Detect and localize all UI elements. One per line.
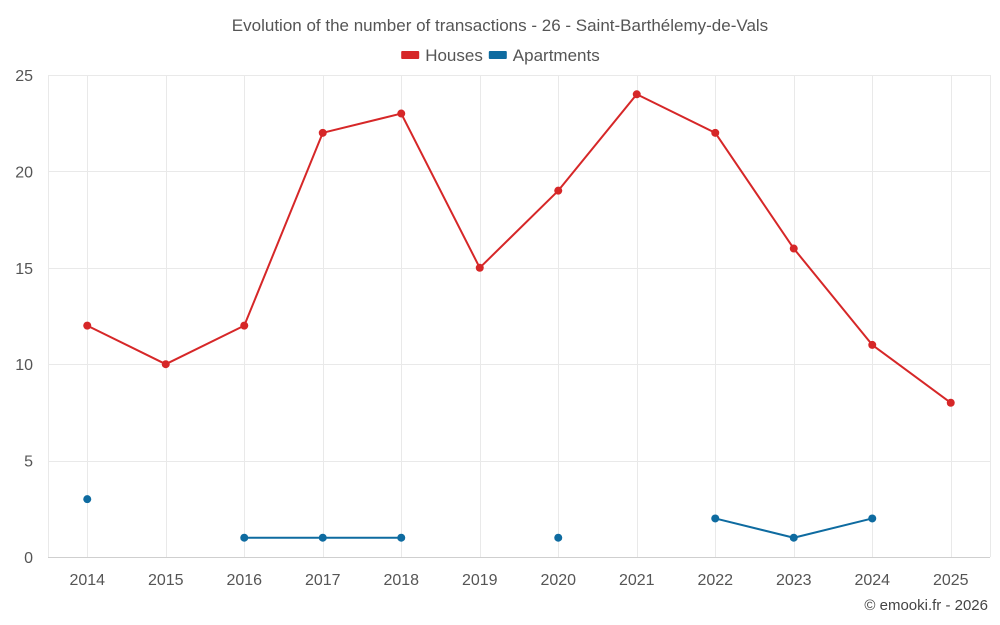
- data-point-houses[interactable]: [946, 398, 955, 407]
- data-point-houses[interactable]: [240, 321, 249, 330]
- y-tick-label: 5: [24, 454, 33, 471]
- x-tick-label: 2018: [383, 572, 419, 589]
- data-point-houses[interactable]: [868, 340, 877, 349]
- x-tick-label: 2017: [305, 572, 341, 589]
- x-tick-label: 2014: [69, 572, 105, 589]
- data-point-apartments[interactable]: [554, 533, 563, 542]
- data-point-apartments[interactable]: [240, 533, 249, 542]
- data-point-houses[interactable]: [632, 90, 641, 99]
- x-tick-label: 2020: [540, 572, 576, 589]
- series-apartments: [83, 495, 877, 542]
- data-point-apartments[interactable]: [711, 514, 720, 523]
- data-point-apartments[interactable]: [318, 533, 327, 542]
- x-tick-label: 2016: [226, 572, 262, 589]
- x-axis-ticks: 2014 2015 2016 2017 2018 2019 2020 2021 2022 2023…: [69, 572, 968, 589]
- data-point-houses[interactable]: [554, 186, 563, 195]
- data-point-houses[interactable]: [83, 321, 92, 330]
- x-tick-label: 2024: [854, 572, 890, 589]
- y-tick-label: 25: [15, 68, 33, 85]
- x-tick-label: 2015: [148, 572, 184, 589]
- grid-lines: [48, 75, 991, 557]
- data-point-houses[interactable]: [318, 128, 327, 137]
- legend-swatch-houses: [401, 51, 420, 59]
- x-tick-label: 2019: [462, 572, 498, 589]
- y-axis-ticks: 0 5 10 15 20 25: [15, 68, 33, 567]
- legend-swatch-apartments: [488, 51, 507, 59]
- data-point-apartments[interactable]: [397, 533, 406, 542]
- series-layer: [83, 90, 955, 542]
- y-tick-label: 20: [15, 164, 33, 181]
- data-point-houses[interactable]: [161, 360, 170, 369]
- chart-title: Evolution of the number of transactions …: [232, 16, 768, 35]
- credit-text: © emooki.fr - 2026: [864, 597, 988, 614]
- y-tick-label: 15: [15, 261, 33, 278]
- data-point-houses[interactable]: [475, 263, 484, 272]
- chart-legend: Houses Apartments: [401, 46, 600, 65]
- series-line-houses: [86, 93, 952, 404]
- data-point-houses[interactable]: [397, 109, 406, 118]
- data-point-apartments[interactable]: [789, 533, 798, 542]
- data-point-houses[interactable]: [711, 128, 720, 137]
- legend-label-houses: Houses: [425, 46, 483, 65]
- x-tick-label: 2025: [933, 572, 969, 589]
- x-tick-label: 2022: [697, 572, 733, 589]
- y-tick-label: 0: [24, 550, 33, 567]
- data-point-apartments[interactable]: [83, 495, 92, 504]
- data-point-apartments[interactable]: [868, 514, 877, 523]
- x-tick-label: 2021: [619, 572, 655, 589]
- x-tick-label: 2023: [776, 572, 812, 589]
- legend-label-apartments: Apartments: [513, 46, 600, 65]
- data-point-houses[interactable]: [789, 244, 798, 253]
- y-tick-label: 10: [15, 357, 33, 374]
- series-houses: [83, 90, 955, 407]
